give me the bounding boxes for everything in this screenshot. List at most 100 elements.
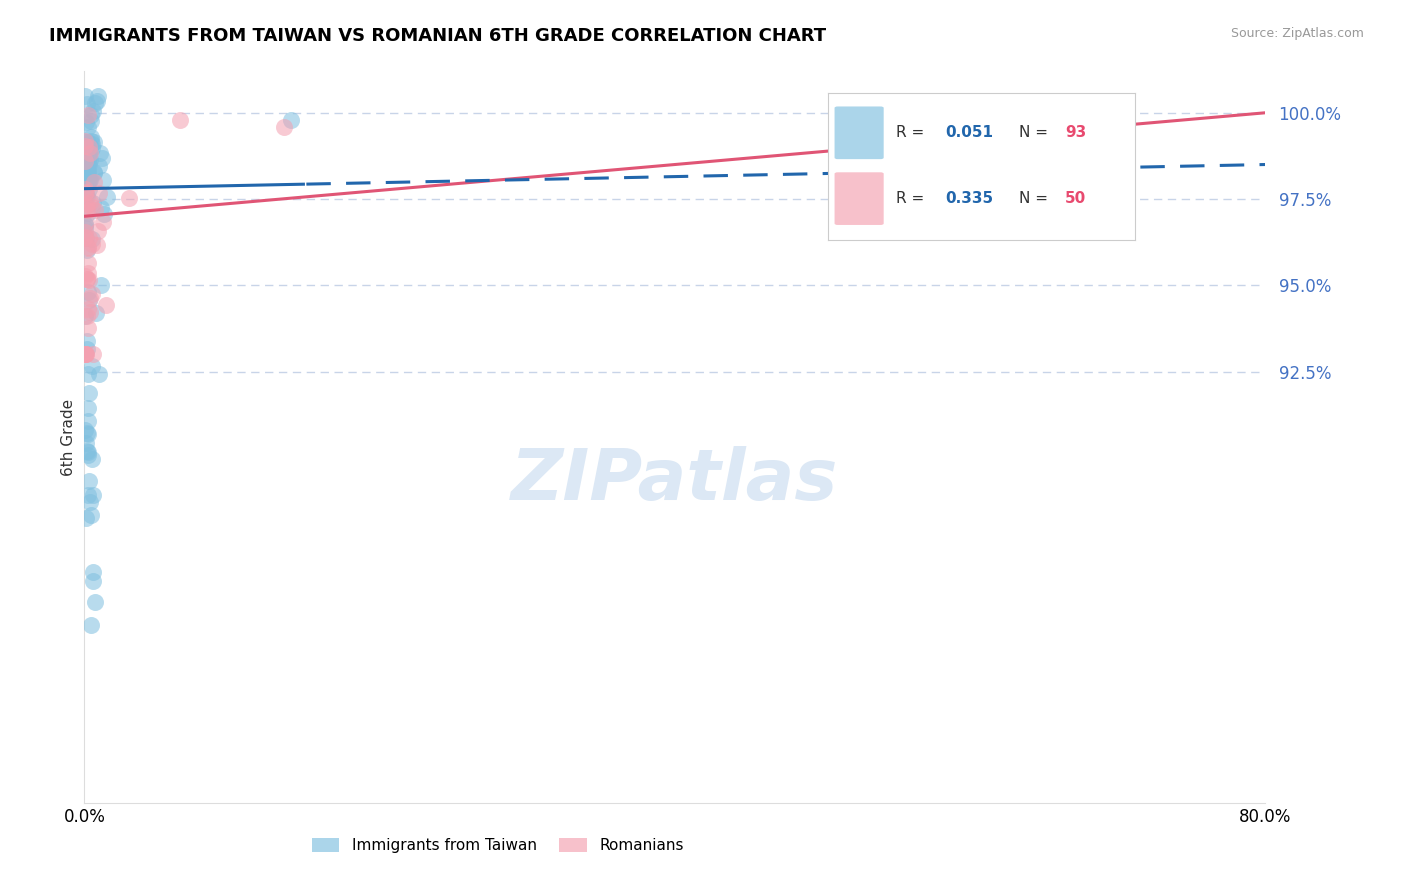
Point xyxy=(80,129,103,144)
Point xyxy=(75,173,97,187)
Point xyxy=(80,108,103,122)
Point xyxy=(77,401,100,415)
Point xyxy=(76,241,98,255)
Point xyxy=(79,385,101,400)
Point xyxy=(76,165,98,179)
Point xyxy=(79,173,101,187)
Point xyxy=(77,255,100,269)
Point xyxy=(77,231,100,245)
Point xyxy=(79,195,101,210)
Point xyxy=(80,237,103,252)
Point xyxy=(82,103,104,118)
Point xyxy=(75,347,97,361)
Point xyxy=(77,153,100,167)
Point xyxy=(77,240,100,254)
Point xyxy=(90,278,112,293)
Point xyxy=(77,157,100,171)
Point xyxy=(82,574,104,589)
Point xyxy=(75,436,97,450)
Point xyxy=(73,88,96,103)
Point xyxy=(80,136,103,151)
Point xyxy=(93,207,115,221)
Point xyxy=(77,427,100,442)
Point xyxy=(87,160,110,174)
Point xyxy=(83,166,105,180)
Point xyxy=(75,511,97,525)
Point xyxy=(76,334,98,349)
Text: IMMIGRANTS FROM TAIWAN VS ROMANIAN 6TH GRADE CORRELATION CHART: IMMIGRANTS FROM TAIWAN VS ROMANIAN 6TH G… xyxy=(49,27,827,45)
Point xyxy=(73,153,96,168)
Point xyxy=(75,139,97,153)
Y-axis label: 6th Grade: 6th Grade xyxy=(60,399,76,475)
Point xyxy=(77,449,100,463)
Point xyxy=(76,142,98,156)
Point xyxy=(73,134,96,148)
Point xyxy=(73,186,96,200)
Point xyxy=(77,206,100,220)
Point xyxy=(79,134,101,148)
Point xyxy=(77,108,100,122)
Point xyxy=(73,170,96,185)
Point xyxy=(80,141,103,155)
Point xyxy=(77,136,100,150)
Point xyxy=(82,565,104,579)
Point xyxy=(75,146,97,161)
Point xyxy=(75,144,97,158)
Point xyxy=(89,186,111,200)
Point xyxy=(75,188,97,202)
Point xyxy=(77,414,100,428)
Text: Source: ZipAtlas.com: Source: ZipAtlas.com xyxy=(1230,27,1364,40)
Point xyxy=(90,201,112,215)
Point xyxy=(75,309,97,323)
Point xyxy=(96,190,118,204)
Point xyxy=(76,153,98,167)
Point xyxy=(89,146,111,161)
Point xyxy=(91,173,114,187)
Point xyxy=(169,112,191,127)
Point xyxy=(94,298,117,312)
Text: ZIPatlas: ZIPatlas xyxy=(512,447,838,516)
Point xyxy=(76,426,98,441)
Point xyxy=(75,198,97,212)
Point xyxy=(82,195,104,210)
Point xyxy=(80,508,103,522)
Point xyxy=(75,215,97,229)
Point xyxy=(76,231,98,245)
Legend: Immigrants from Taiwan, Romanians: Immigrants from Taiwan, Romanians xyxy=(304,830,692,861)
Point xyxy=(79,304,101,318)
Point xyxy=(73,268,96,283)
Point xyxy=(75,347,97,361)
Point xyxy=(87,88,110,103)
Point xyxy=(76,309,98,323)
Point xyxy=(73,231,96,245)
Point xyxy=(75,135,97,149)
Point xyxy=(83,135,105,149)
Point xyxy=(77,285,100,299)
Point xyxy=(77,273,100,287)
Point xyxy=(84,203,107,218)
Point xyxy=(82,286,104,301)
Point xyxy=(82,488,104,502)
Point xyxy=(73,161,96,176)
Point xyxy=(75,168,97,182)
Point xyxy=(73,423,96,437)
Point xyxy=(73,182,96,196)
Point xyxy=(87,223,110,237)
Point xyxy=(76,197,98,211)
Point xyxy=(76,367,98,381)
Point xyxy=(86,94,108,108)
Point xyxy=(82,347,104,361)
Point xyxy=(80,114,103,128)
Point xyxy=(80,200,103,214)
Point xyxy=(86,238,108,252)
Point xyxy=(84,595,107,609)
Point xyxy=(91,214,114,228)
Point xyxy=(76,120,98,135)
Point xyxy=(77,169,100,184)
Point xyxy=(79,153,101,168)
Point xyxy=(76,342,98,356)
Point xyxy=(76,188,98,202)
Point xyxy=(118,191,141,205)
Point xyxy=(73,220,96,235)
Point xyxy=(75,347,97,361)
